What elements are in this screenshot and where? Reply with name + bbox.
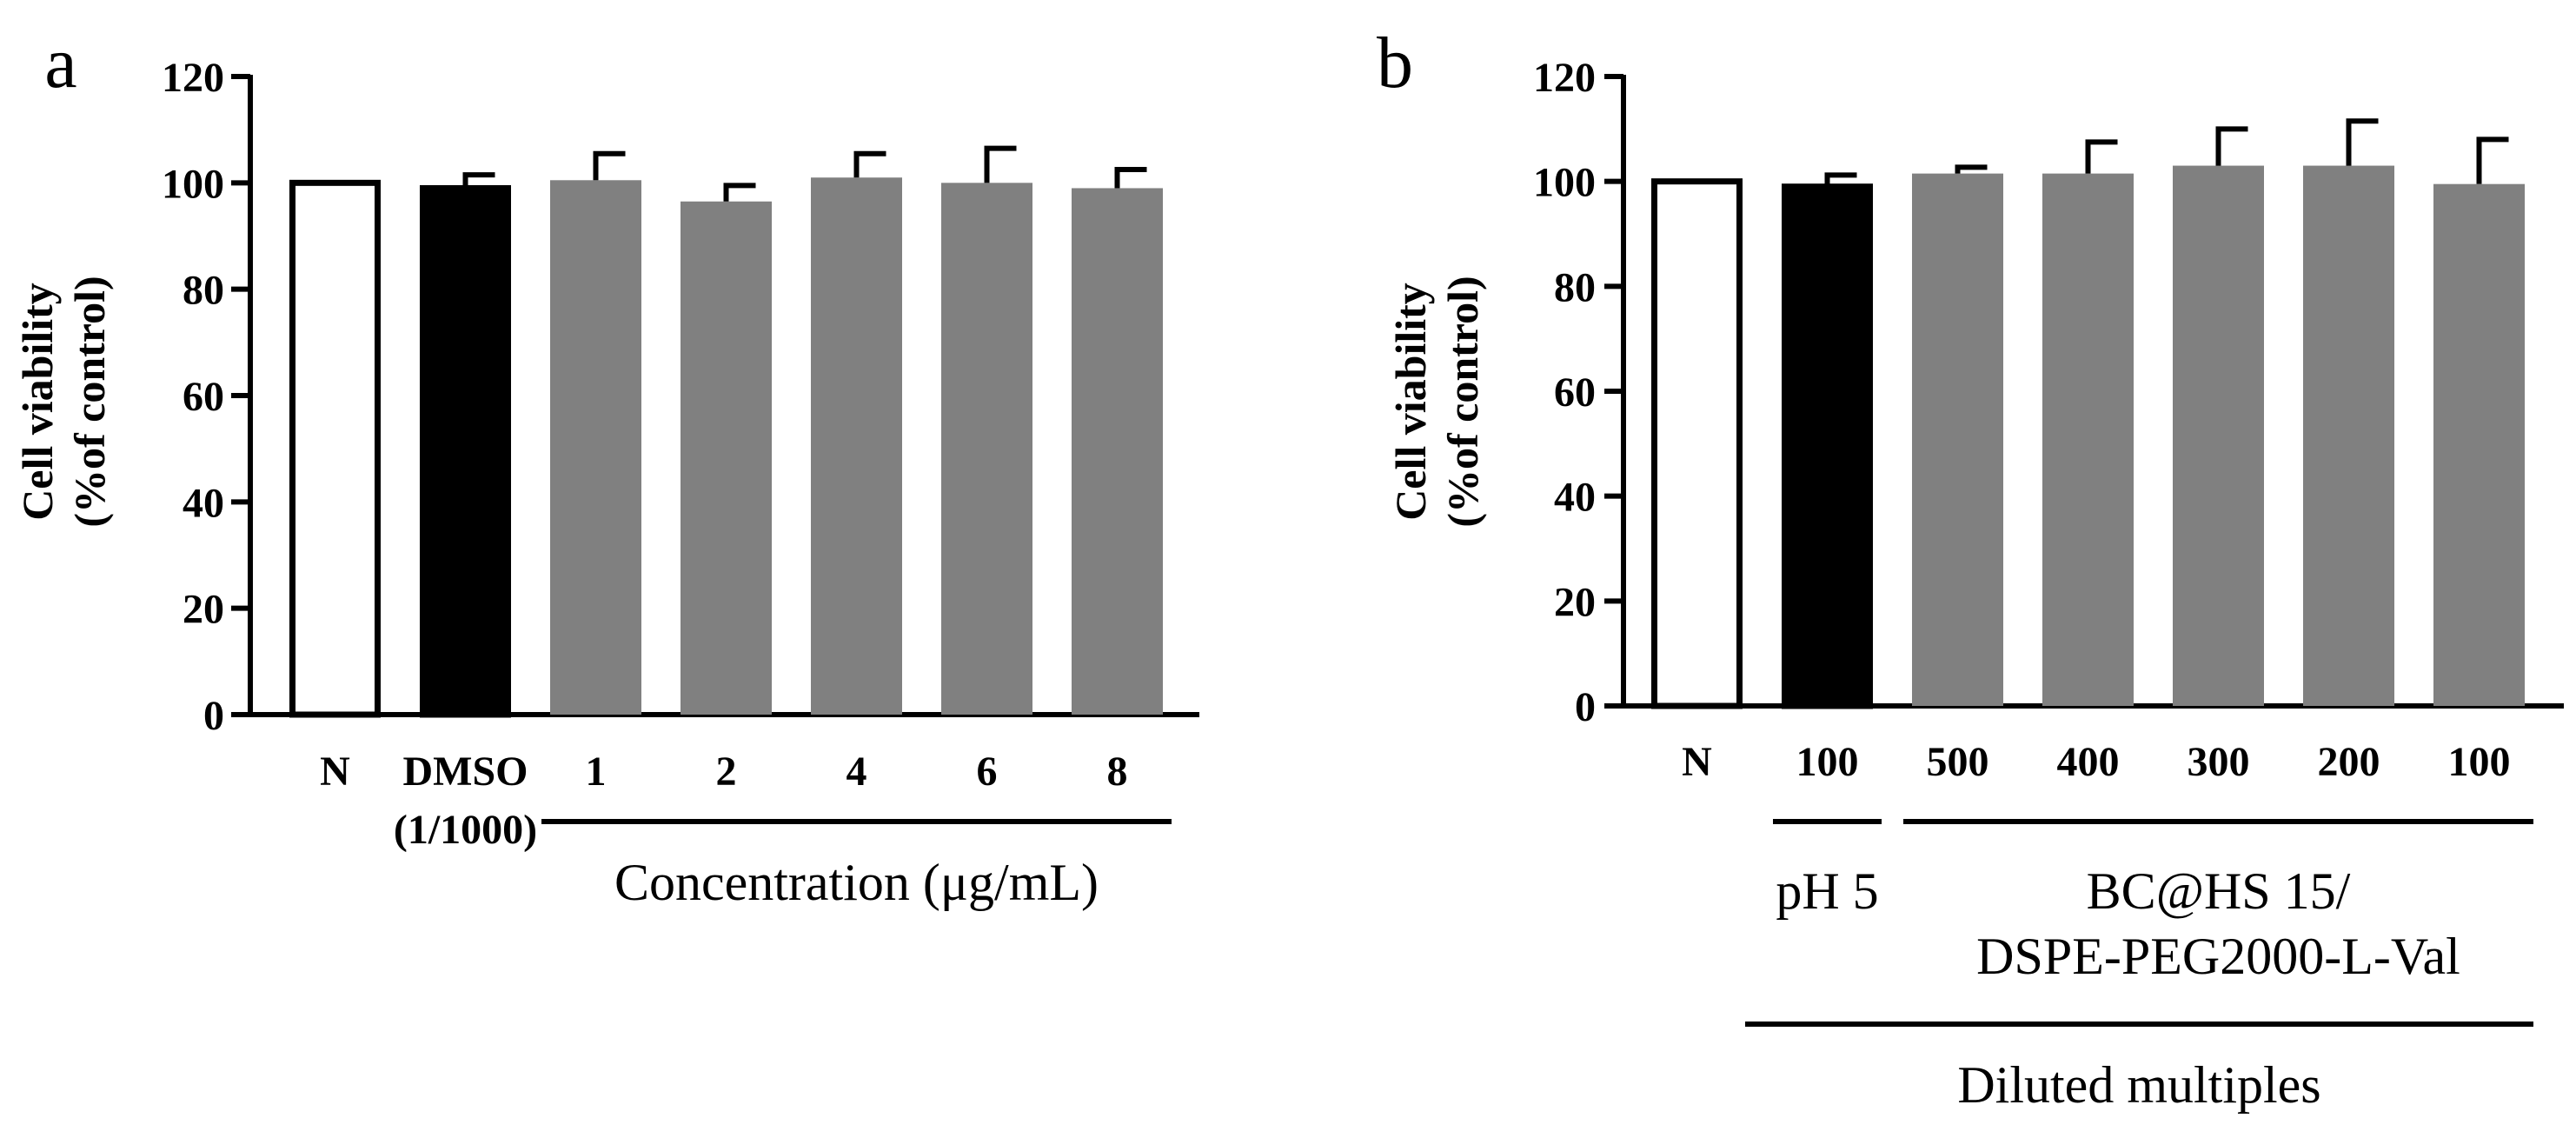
bar — [2433, 183, 2525, 706]
panel-b-bars — [1651, 118, 2525, 709]
panel-b-y-label-line2: (%of control) — [1438, 276, 1487, 527]
bar — [2303, 165, 2394, 707]
group-label: BC@HS 15/ — [2087, 862, 2351, 920]
x-tick-label: 100 — [2448, 739, 2511, 785]
bar — [941, 183, 1032, 715]
panel-b-x-labels: N 100 500 400 300 200 100 — [1682, 739, 2510, 785]
bar — [1651, 178, 1743, 709]
bar — [1782, 183, 1873, 709]
y-tick-label: 80 — [183, 268, 224, 314]
panel-a-x-labels: N DMSO (1/1000) 1 2 4 6 8 — [320, 749, 1127, 853]
bar — [2042, 173, 2134, 706]
panel-a-label: a — [44, 23, 76, 103]
panel-a-y-label-line2: (%of control) — [65, 276, 114, 527]
panel-b-chart: b 0 20 40 60 80 100 120 N 100 500 400 300 200 100 pH… — [1377, 23, 2564, 1114]
group-label-line2: DSPE-PEG2000-L-Val — [1976, 928, 2460, 985]
y-tick-label: 40 — [183, 480, 224, 526]
bar — [289, 179, 381, 718]
panel-b-group-brackets: pH 5 BC@HS 15/DSPE-PEG2000-L-Val Diluted m… — [1745, 819, 2533, 1114]
x-tick-label: 6 — [977, 749, 998, 795]
y-tick-label: 120 — [162, 55, 224, 101]
x-tick-label: 8 — [1107, 749, 1128, 795]
x-tick-label: 100 — [1796, 739, 1859, 785]
y-tick-label: 0 — [203, 693, 224, 739]
x-tick-label: 4 — [846, 749, 867, 795]
outer-group-label: Diluted multiples — [1957, 1056, 2320, 1114]
y-tick-label: 100 — [1533, 160, 1596, 206]
x-tick-label: 200 — [2318, 739, 2380, 785]
x-tick-label: 400 — [2057, 739, 2120, 785]
y-tick-label: 0 — [1575, 684, 1596, 730]
bar — [550, 180, 641, 715]
panel-b-y-label-line1: Cell viability — [1386, 283, 1435, 521]
panel-a-group-brackets: Concentration (μg/mL) — [541, 819, 1172, 911]
bar — [1912, 173, 2003, 706]
bar — [681, 201, 772, 715]
x-tick-label: N — [320, 749, 350, 795]
x-tick-label: 1 — [586, 749, 607, 795]
x-tick-label: 300 — [2188, 739, 2250, 785]
y-tick-label: 120 — [1533, 55, 1596, 101]
x-tick-label: 2 — [716, 749, 737, 795]
bar — [2173, 165, 2264, 707]
y-tick-label: 100 — [162, 161, 224, 207]
y-tick-label: 60 — [1554, 369, 1596, 416]
panel-a-chart: a 0 20 40 60 80 100 120 N DMSO (1/1000) 1 2 4 6 8 Con… — [13, 23, 1199, 911]
y-tick-label: 20 — [1554, 579, 1596, 625]
x-tick-label: N — [1682, 739, 1712, 785]
y-tick-label: 60 — [183, 374, 224, 420]
y-tick-label: 80 — [1554, 264, 1596, 310]
x-tick-label: DMSO — [403, 749, 528, 795]
y-tick-label: 20 — [183, 587, 224, 633]
bar — [420, 184, 511, 718]
group-label: Concentration (μg/mL) — [614, 854, 1099, 911]
x-tick-label: 500 — [1927, 739, 1989, 785]
group-label: pH 5 — [1776, 862, 1878, 920]
panel-b-label: b — [1377, 23, 1413, 103]
panel-a-bars — [289, 145, 1163, 718]
panel-a-y-label-line1: Cell viability — [13, 283, 62, 521]
x-tick-label-line2: (1/1000) — [394, 807, 537, 853]
bar — [1072, 188, 1163, 715]
y-tick-label: 40 — [1554, 475, 1596, 521]
bar — [811, 177, 902, 715]
